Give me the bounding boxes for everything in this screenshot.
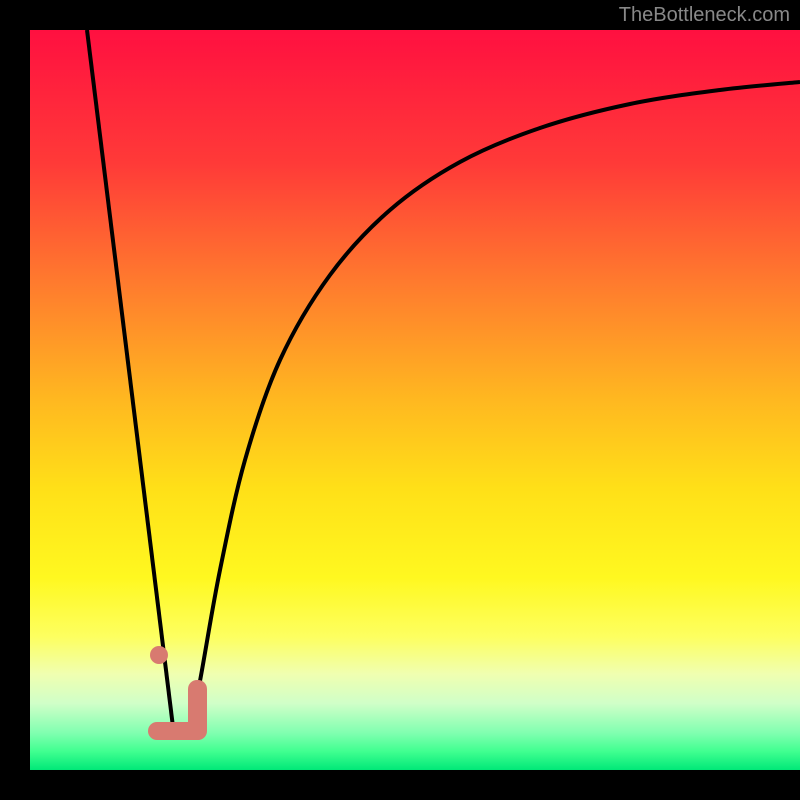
watermark-text: TheBottleneck.com <box>619 4 790 27</box>
right-rising-curve <box>190 82 800 736</box>
marker-l-horizontal <box>148 722 206 740</box>
marker-dot <box>150 646 168 664</box>
chart-area <box>30 30 800 770</box>
left-descending-line <box>87 30 174 735</box>
chart-curves <box>30 30 800 770</box>
